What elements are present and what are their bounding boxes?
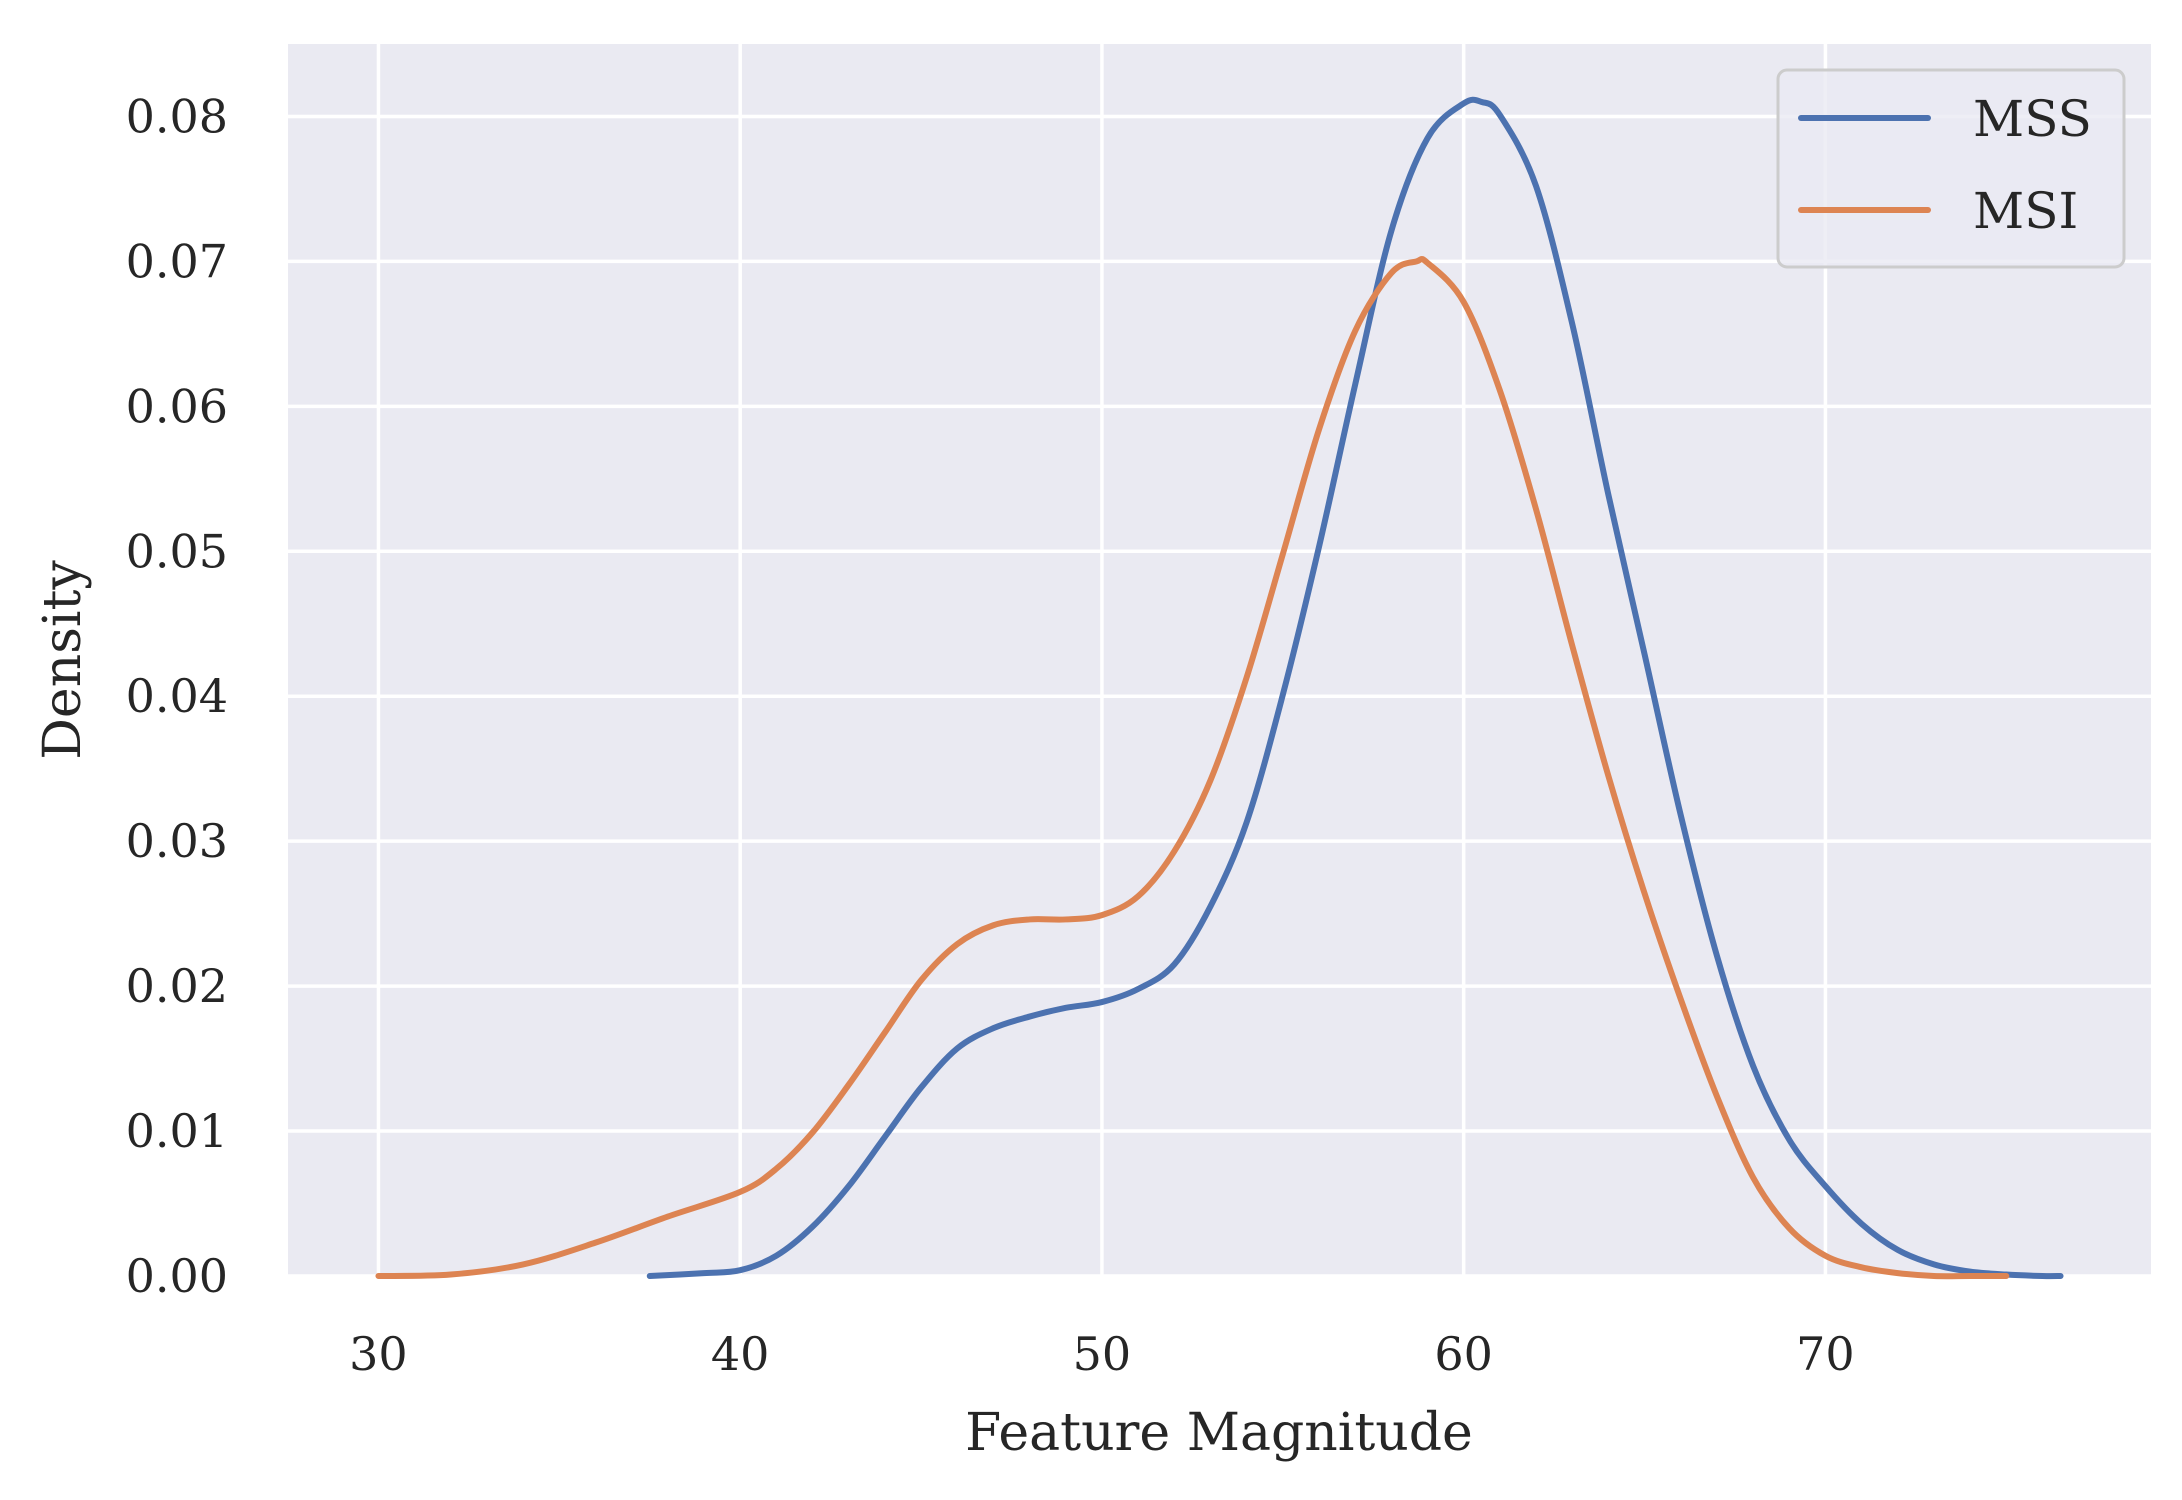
x-tick-label: 60 <box>1434 1327 1493 1381</box>
y-tick-label: 0.02 <box>126 959 228 1013</box>
series-line-mss <box>646 96 2064 1280</box>
x-tick-label: 30 <box>349 1327 408 1381</box>
y-tick-label: 0.07 <box>126 234 228 288</box>
y-tick-label: 0.03 <box>126 814 228 868</box>
y-tick-label: 0.05 <box>126 524 228 578</box>
y-tick-label: 0.06 <box>126 379 228 433</box>
x-axis-ticks: 30 40 50 60 70 <box>349 1327 1855 1381</box>
x-axis-label: Feature Magnitude <box>965 1403 1473 1463</box>
legend-label-msi: MSI <box>1973 182 2078 240</box>
legend-label-mss: MSS <box>1973 90 2092 148</box>
x-tick-label: 40 <box>711 1327 770 1381</box>
y-tick-label: 0.00 <box>126 1249 228 1303</box>
y-tick-label: 0.04 <box>126 669 228 723</box>
y-tick-label: 0.08 <box>126 89 228 143</box>
legend[interactable]: MSS MSI <box>1776 68 2126 269</box>
series-layer <box>375 96 2064 1280</box>
y-axis-label: Density <box>33 560 93 760</box>
grid <box>288 44 2151 1278</box>
series-line-msi <box>375 255 2010 1280</box>
y-tick-label: 0.01 <box>126 1104 228 1158</box>
x-tick-label: 70 <box>1796 1327 1855 1381</box>
y-axis-ticks: 0.00 0.01 0.02 0.03 0.04 0.05 0.06 0.07 0.08 <box>126 89 228 1303</box>
x-tick-label: 50 <box>1073 1327 1132 1381</box>
